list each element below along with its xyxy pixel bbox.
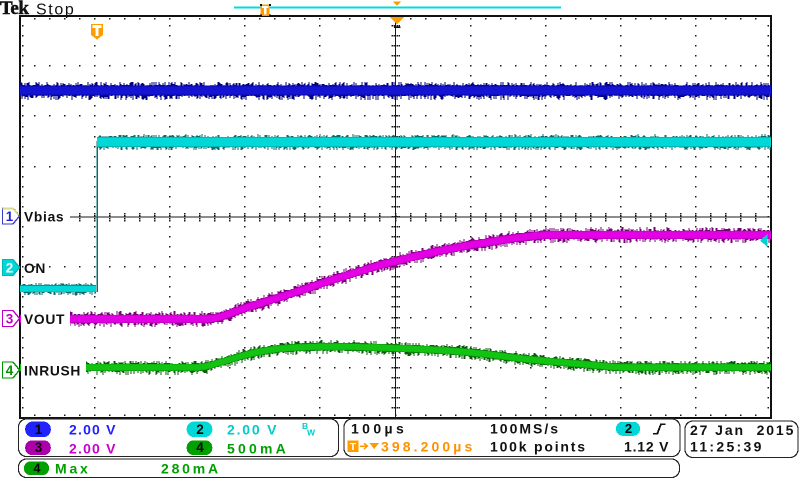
svg-text:1: 1 <box>35 422 43 437</box>
svg-text:1.12 V: 1.12 V <box>624 439 669 455</box>
svg-text:INRUSH: INRUSH <box>24 364 81 379</box>
svg-text:W: W <box>307 428 316 438</box>
svg-text:Tek: Tek <box>0 0 29 19</box>
svg-text:4: 4 <box>6 363 14 378</box>
svg-text:Vbias: Vbias <box>24 210 64 225</box>
svg-text:4: 4 <box>34 462 41 476</box>
svg-text:3: 3 <box>6 312 14 327</box>
svg-text:500mA: 500mA <box>227 441 289 457</box>
svg-text:VOUT: VOUT <box>24 312 65 327</box>
svg-text:280mA: 280mA <box>161 461 221 477</box>
svg-text:100MS/s: 100MS/s <box>490 421 560 437</box>
svg-text:Max: Max <box>55 461 91 477</box>
svg-text:4: 4 <box>196 440 204 455</box>
svg-text:1: 1 <box>6 209 14 224</box>
svg-text:100k points: 100k points <box>490 439 587 455</box>
svg-text:398.200µs: 398.200µs <box>381 439 475 455</box>
svg-text:27 Jan 2015: 27 Jan 2015 <box>690 422 795 438</box>
svg-text:Stop: Stop <box>36 2 75 19</box>
svg-text:2.00 V: 2.00 V <box>227 422 278 438</box>
svg-text:2: 2 <box>625 421 632 436</box>
svg-text:3: 3 <box>35 440 43 455</box>
svg-text:2: 2 <box>196 422 204 437</box>
svg-text:2: 2 <box>6 261 14 276</box>
svg-text:11:25:39: 11:25:39 <box>690 439 764 455</box>
svg-text:2.00 V: 2.00 V <box>69 422 117 438</box>
svg-text:ON: ON <box>24 261 46 276</box>
svg-text:100µs: 100µs <box>351 421 407 437</box>
svg-text:T: T <box>350 441 357 453</box>
svg-text:B: B <box>302 421 308 431</box>
svg-text:2.00 V: 2.00 V <box>69 441 117 457</box>
